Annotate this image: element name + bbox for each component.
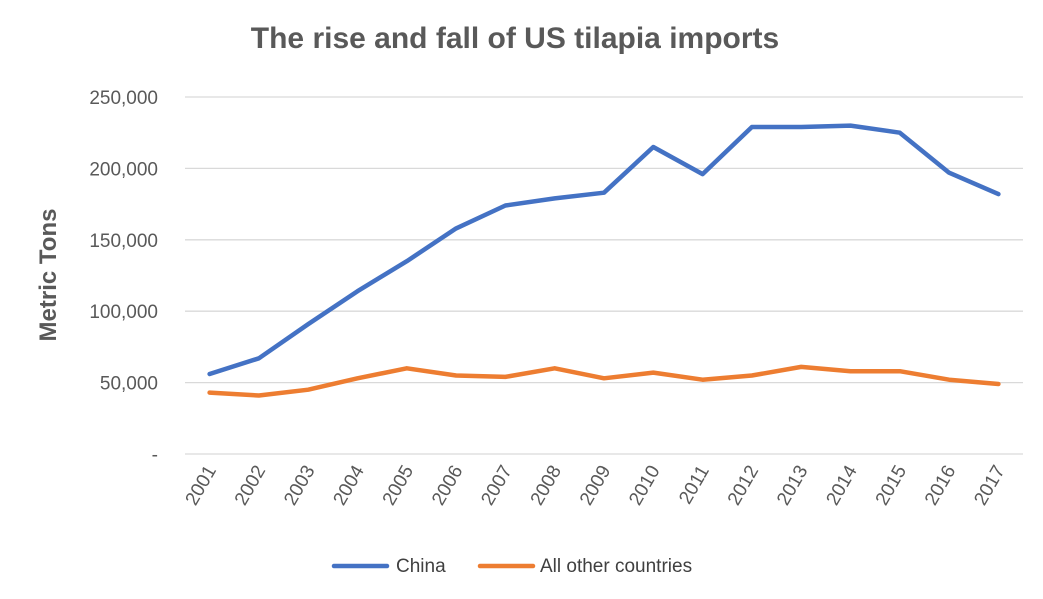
x-tick-label: 2009: [576, 462, 615, 509]
x-tick-label: 2014: [822, 462, 862, 509]
x-tick-label: 2007: [477, 462, 516, 509]
x-tick-label: 2004: [330, 462, 370, 509]
x-tick-label: 2010: [625, 462, 664, 509]
x-tick-label: 2001: [182, 462, 221, 509]
gridlines: [185, 96, 1023, 455]
series-line-china: [207, 123, 1001, 377]
x-tick-label: 2017: [970, 462, 1009, 509]
x-tick-label: 2015: [872, 462, 911, 509]
y-tick-label: 50,000: [100, 374, 158, 395]
y-tick-label: 100,000: [89, 302, 158, 323]
x-axis-ticks: 2001 2002 2003 2004 2005 2006 2007 2008 2009 2010…: [182, 462, 1010, 509]
x-tick-label: 2002: [231, 462, 270, 509]
y-axis-ticks: - 50,000 100,000 150,000 200,000 250,000: [89, 88, 158, 466]
x-tick-label: 2003: [280, 462, 319, 509]
x-tick-label: 2011: [675, 462, 714, 508]
x-tick-label: 2016: [921, 462, 960, 509]
x-tick-label: 2013: [773, 462, 812, 509]
y-axis-label: Metric Tons: [35, 209, 62, 342]
y-tick-label: 150,000: [89, 231, 158, 252]
series-lines: [207, 123, 1001, 398]
legend-label: All other countries: [540, 556, 692, 577]
legend-label: China: [396, 556, 446, 577]
x-tick-label: 2008: [527, 462, 566, 509]
x-tick-label: 2012: [724, 462, 763, 509]
legend: China All other countries: [331, 556, 692, 577]
series-line-all-other-countries: [207, 364, 1001, 398]
y-tick-label: 200,000: [89, 159, 158, 180]
x-tick-label: 2005: [379, 462, 418, 509]
chart-title: The rise and fall of US tilapia imports: [250, 22, 780, 55]
y-tick-label: 250,000: [89, 88, 158, 109]
x-tick-label: 2006: [428, 462, 467, 509]
y-tick-label: -: [152, 445, 158, 466]
